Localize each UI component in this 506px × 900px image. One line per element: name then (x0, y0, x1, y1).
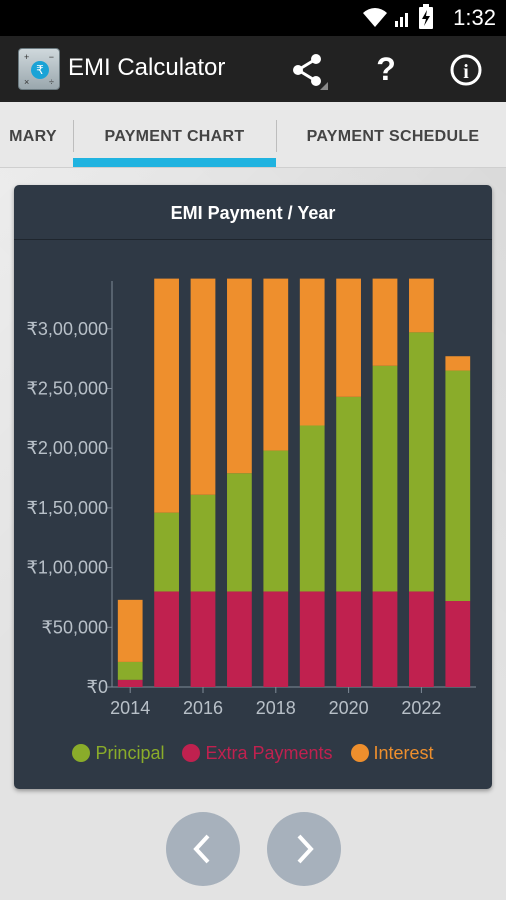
legend-dot-principal (72, 744, 91, 762)
tab-separator (73, 120, 74, 152)
help-button[interactable]: ? (366, 50, 406, 90)
bar-extra-payments-2018 (263, 591, 289, 687)
bar-interest-2020 (336, 278, 361, 397)
bar-principal-2023 (445, 370, 471, 602)
next-button[interactable] (267, 812, 341, 886)
help-icon: ? (376, 51, 396, 87)
chevron-right-icon (297, 834, 314, 864)
bar-interest-2014 (117, 599, 143, 662)
bar-extra-payments-2016 (190, 591, 216, 687)
x-tick-label: 2022 (401, 698, 441, 718)
legend-label-principal: Principal (95, 742, 165, 763)
legend-dot-extra-payments (182, 744, 201, 762)
tab-summary[interactable]: MARY (9, 128, 57, 145)
action-bar: + − × ÷ ₹ EMI Calculator ? i (0, 36, 506, 102)
bar-extra-payments-2022 (409, 591, 434, 687)
tab-bar: MARY PAYMENT CHART PAYMENT SCHEDULE (0, 102, 506, 168)
bar-principal-2016 (190, 494, 216, 592)
share-button[interactable] (288, 50, 328, 90)
bar-interest-2022 (409, 278, 434, 333)
info-button[interactable]: i (446, 50, 486, 90)
bar-interest-2023 (445, 356, 471, 371)
app-icon[interactable]: + − × ÷ ₹ (18, 48, 60, 90)
bar-principal-2014 (117, 661, 143, 680)
y-tick-label: ₹50,000 (41, 617, 108, 637)
y-tick-label: ₹1,00,000 (26, 558, 108, 578)
legend-label-interest: Interest (373, 742, 434, 763)
tab-payment-schedule[interactable]: PAYMENT SCHEDULE (306, 128, 480, 145)
divide-sign: ÷ (49, 77, 54, 87)
payment-chart: ₹0 ₹50,000 ₹1,00,000 ₹1,50,000 ₹2,00,000 ₹2,5… (26, 278, 476, 718)
bar-principal-2017 (227, 473, 252, 592)
status-icons (362, 4, 434, 30)
y-tick-label: ₹1,50,000 (26, 498, 108, 518)
chevron-left-icon (193, 834, 210, 864)
wifi-icon (363, 8, 387, 27)
bar-extra-payments-2023 (445, 601, 471, 687)
y-tick-label: ₹3,00,000 (26, 319, 108, 339)
rupee-coin-icon: ₹ (31, 61, 49, 79)
bar-principal-2019 (299, 425, 325, 592)
bar-extra-payments-2021 (372, 591, 398, 687)
bar-extra-payments-2015 (154, 591, 179, 687)
bar-extra-payments-2017 (227, 591, 252, 687)
bar-interest-2015 (154, 278, 179, 513)
legend-dot-interest (350, 744, 369, 762)
bar-interest-2016 (190, 278, 216, 495)
bar-extra-payments-2019 (299, 591, 325, 687)
bar-interest-2019 (299, 278, 325, 426)
status-time: 1:32 (453, 5, 496, 30)
info-icon: i (450, 54, 482, 86)
bar-extra-payments-2014 (117, 679, 143, 687)
bar-extra-payments-2020 (336, 591, 361, 687)
info-glyph: i (463, 61, 469, 83)
x-tick-label: 2016 (183, 698, 223, 718)
bar-interest-2018 (263, 278, 289, 451)
y-tick-label: ₹2,50,000 (26, 378, 108, 398)
times-sign: × (24, 77, 30, 87)
share-icon (293, 54, 328, 90)
status-bar: 1:32 (0, 0, 506, 36)
previous-button[interactable] (166, 812, 240, 886)
x-tick-label: 2020 (329, 698, 369, 718)
bar-principal-2018 (263, 450, 289, 592)
bar-principal-2022 (409, 332, 434, 592)
x-tick-label: 2014 (110, 698, 150, 718)
bar-interest-2021 (372, 278, 398, 366)
legend-item-extra-payments[interactable]: Extra Payments (182, 738, 333, 768)
x-tick-label: 2018 (256, 698, 296, 718)
signal-icon (395, 13, 408, 27)
bar-principal-2015 (154, 512, 179, 592)
y-tick-label: ₹2,00,000 (26, 438, 108, 458)
bar-principal-2020 (336, 396, 361, 592)
app-title: EMI Calculator (68, 54, 226, 81)
tab-separator (276, 120, 277, 152)
plus-sign: + (24, 52, 30, 62)
bar-interest-2017 (227, 278, 252, 474)
legend-label-extra-payments: Extra Payments (205, 742, 333, 763)
card-divider (14, 239, 492, 240)
battery-charging-icon (419, 4, 433, 29)
tab-selected-indicator (73, 158, 276, 167)
legend-item-principal[interactable]: Principal (72, 738, 164, 768)
chart-title: EMI Payment / Year (170, 203, 336, 223)
minus-sign: − (48, 52, 54, 62)
chart-card: EMI Payment / Year ₹0 ₹50,000 ₹1,00,000 ₹1,… (14, 185, 492, 789)
chart-legend: Principal Extra Payments Interest (14, 738, 492, 768)
bar-principal-2021 (372, 365, 398, 592)
tab-payment-chart[interactable]: PAYMENT CHART (104, 128, 245, 145)
legend-item-interest[interactable]: Interest (350, 738, 434, 768)
y-tick-label: ₹0 (87, 677, 108, 697)
